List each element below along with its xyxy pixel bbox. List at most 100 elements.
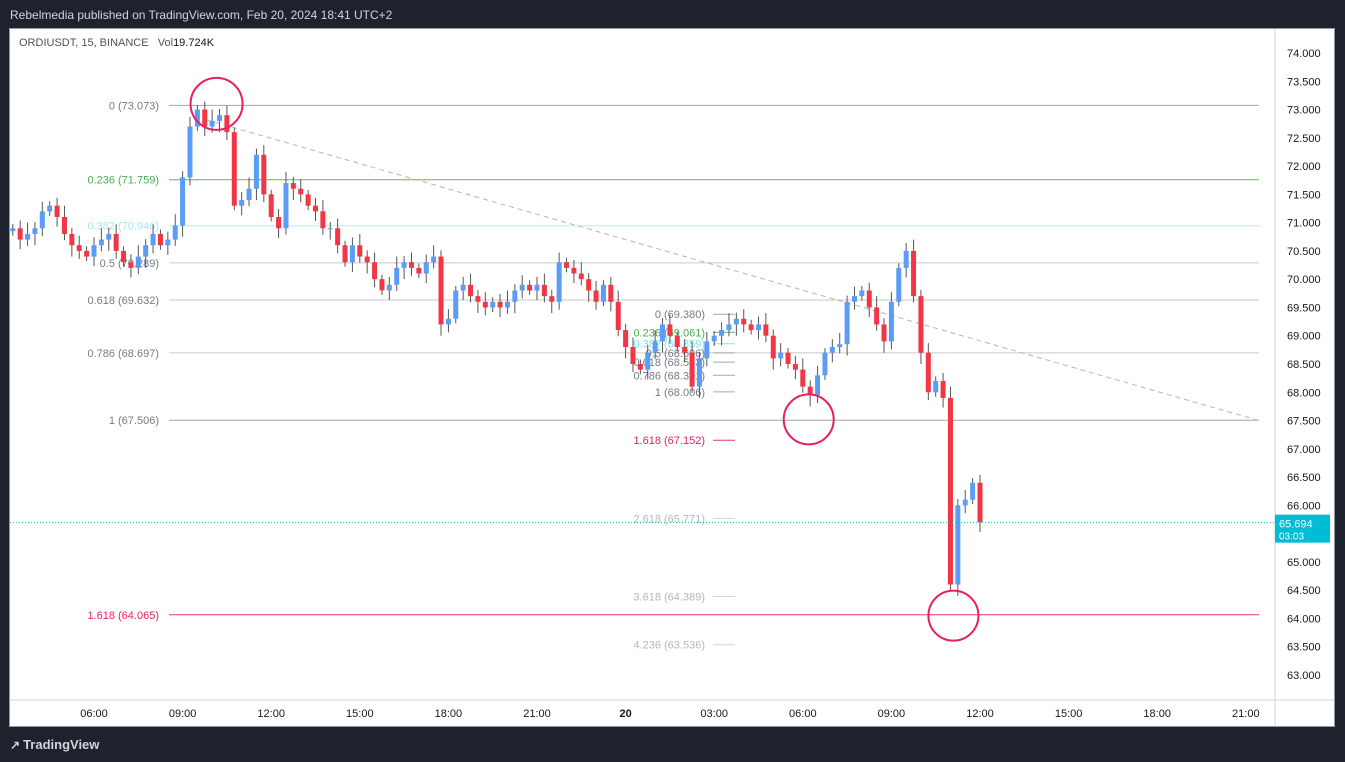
x-tick-label: 09:00 <box>878 708 906 720</box>
x-tick-label: 18:00 <box>1143 708 1171 720</box>
candle-body <box>61 216 67 234</box>
candle-body <box>719 330 725 336</box>
candle-body <box>217 115 223 121</box>
candle-body <box>305 194 311 206</box>
candle-body <box>534 284 540 291</box>
fib-ext-label: 2.618 (65.771) <box>633 513 705 525</box>
candle-body <box>837 344 843 348</box>
candle-body <box>313 205 318 212</box>
y-tick-label: 73.000 <box>1287 105 1321 117</box>
candle-body <box>327 228 333 230</box>
candle-body <box>276 216 282 229</box>
candle-body <box>194 109 200 127</box>
fib-level-label: 1 (67.506) <box>109 415 159 427</box>
candle-body <box>792 364 798 370</box>
candle-body <box>32 228 38 234</box>
x-tick-label: 15:00 <box>346 708 374 720</box>
x-tick-label: 21:00 <box>1232 708 1260 720</box>
candle-body <box>320 211 326 229</box>
y-tick-label: 65.000 <box>1287 557 1321 569</box>
fib-ext-label: 3.618 (64.389) <box>633 591 705 603</box>
y-tick-label: 69.000 <box>1287 331 1321 343</box>
fib-ext-label: 0.786 (68.301) <box>633 370 705 382</box>
candle-body <box>394 267 400 285</box>
candle-body <box>674 335 680 348</box>
fib-level-label: 0.618 (69.632) <box>87 295 159 307</box>
candle-body <box>741 318 747 325</box>
candle-body <box>933 380 939 393</box>
candle-body <box>645 352 651 370</box>
x-tick-label: 03:00 <box>700 708 728 720</box>
candle-body <box>970 482 976 500</box>
y-tick-label: 66.000 <box>1287 500 1321 512</box>
candle-body <box>822 352 828 376</box>
x-tick-label: 12:00 <box>257 708 285 720</box>
candle-body <box>586 279 592 291</box>
tradingview-logo[interactable]: ↗︎ TradingView <box>10 737 99 752</box>
candle-body <box>106 233 112 240</box>
candle-body <box>76 245 82 251</box>
symbol-label: ORDIUSDT, 15, BINANCE <box>19 37 149 49</box>
candle-body <box>187 126 193 178</box>
candle-body <box>593 290 599 302</box>
candle-body <box>962 499 968 506</box>
x-tick-label: 15:00 <box>1055 708 1083 720</box>
candle-body <box>785 352 791 364</box>
candle-body <box>866 290 872 308</box>
candle-body <box>947 397 953 585</box>
candle-body <box>549 296 555 302</box>
candle-body <box>10 228 16 232</box>
x-tick-label: 09:00 <box>169 708 197 720</box>
candle-body <box>202 109 208 127</box>
y-tick-label: 71.500 <box>1287 189 1321 201</box>
candle-body <box>209 120 215 127</box>
candle-body <box>925 352 931 393</box>
y-tick-label: 66.500 <box>1287 472 1321 484</box>
candle-body <box>54 205 60 217</box>
y-tick-label: 70.000 <box>1287 274 1321 286</box>
candle-body <box>401 262 407 268</box>
candle-body <box>763 324 769 336</box>
candle-body <box>98 239 104 246</box>
y-tick-label: 72.500 <box>1287 133 1321 145</box>
candle-body <box>874 307 880 325</box>
candle-body <box>756 324 761 331</box>
candle-body <box>859 290 865 297</box>
candle-body <box>128 262 134 268</box>
chart-frame[interactable]: 74.000 73.500 73.000 72.500 72.000 71.500 71.0… <box>9 28 1335 727</box>
candle-body <box>224 115 230 133</box>
footer-bar: ↗︎ TradingView <box>0 728 1345 762</box>
x-tick-label: 18:00 <box>435 708 463 720</box>
candle-body <box>342 245 348 263</box>
price-chart[interactable]: 74.000 73.500 73.000 72.500 72.000 71.500 71.0… <box>10 29 1334 726</box>
fib-ext-label: 4.236 (63.536) <box>633 640 705 652</box>
candle-body <box>261 154 267 195</box>
candle-body <box>453 290 459 319</box>
candle-body <box>468 284 474 297</box>
publish-text: Rebelmedia published on TradingView.com,… <box>10 8 393 22</box>
candle-body <box>497 301 503 308</box>
candle-body <box>253 154 259 189</box>
y-tick-label: 63.500 <box>1287 642 1321 654</box>
candle-body <box>475 296 481 302</box>
candle-body <box>623 330 629 348</box>
candle-body <box>977 482 983 523</box>
candle-body <box>239 200 245 206</box>
candle-body <box>881 324 887 342</box>
candle-body <box>541 284 547 297</box>
candle-body <box>246 188 252 201</box>
candle-body <box>25 233 31 240</box>
candle-body <box>84 250 90 257</box>
candle-body <box>519 284 525 291</box>
candle-body <box>335 228 341 246</box>
candle-body <box>578 273 584 280</box>
candle-body <box>704 341 710 359</box>
y-tick-label: 68.000 <box>1287 387 1321 399</box>
candle-body <box>150 233 156 246</box>
candle-body <box>482 301 488 308</box>
fib-level-label: 1.618 (64.065) <box>87 610 159 622</box>
candle-body <box>47 205 53 212</box>
candle-body <box>143 245 149 257</box>
candle-body <box>283 183 289 229</box>
candle-body <box>460 284 466 291</box>
